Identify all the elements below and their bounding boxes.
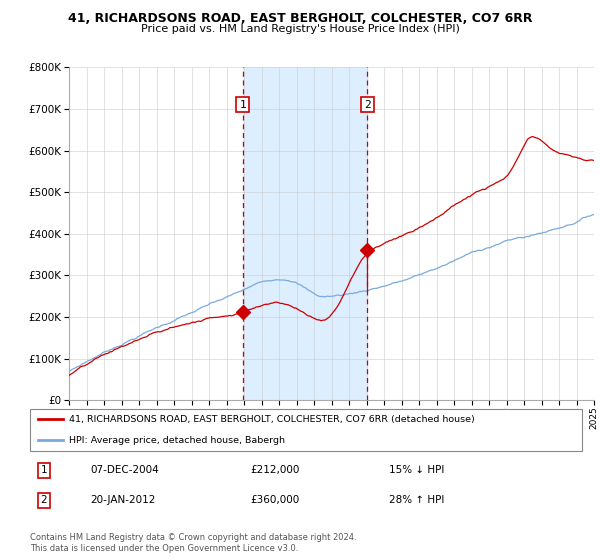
Text: HPI: Average price, detached house, Babergh: HPI: Average price, detached house, Babe… [68,436,284,445]
Text: 41, RICHARDSONS ROAD, EAST BERGHOLT, COLCHESTER, CO7 6RR: 41, RICHARDSONS ROAD, EAST BERGHOLT, COL… [68,12,532,25]
Text: 15% ↓ HPI: 15% ↓ HPI [389,465,444,475]
Text: 2: 2 [40,496,47,506]
Text: 41, RICHARDSONS ROAD, EAST BERGHOLT, COLCHESTER, CO7 6RR (detached house): 41, RICHARDSONS ROAD, EAST BERGHOLT, COL… [68,415,475,424]
Bar [242,67,367,400]
Text: Price paid vs. HM Land Registry's House Price Index (HPI): Price paid vs. HM Land Registry's House … [140,24,460,34]
Text: 20-JAN-2012: 20-JAN-2012 [91,496,156,506]
FancyBboxPatch shape [30,409,582,451]
Text: 28% ↑ HPI: 28% ↑ HPI [389,496,444,506]
Text: 07-DEC-2004: 07-DEC-2004 [91,465,160,475]
Text: £360,000: £360,000 [251,496,300,506]
Text: 1: 1 [40,465,47,475]
Text: Contains HM Land Registry data © Crown copyright and database right 2024.
This d: Contains HM Land Registry data © Crown c… [30,533,356,553]
Text: 1: 1 [239,100,246,110]
Text: 2: 2 [364,100,371,110]
Text: £212,000: £212,000 [251,465,300,475]
